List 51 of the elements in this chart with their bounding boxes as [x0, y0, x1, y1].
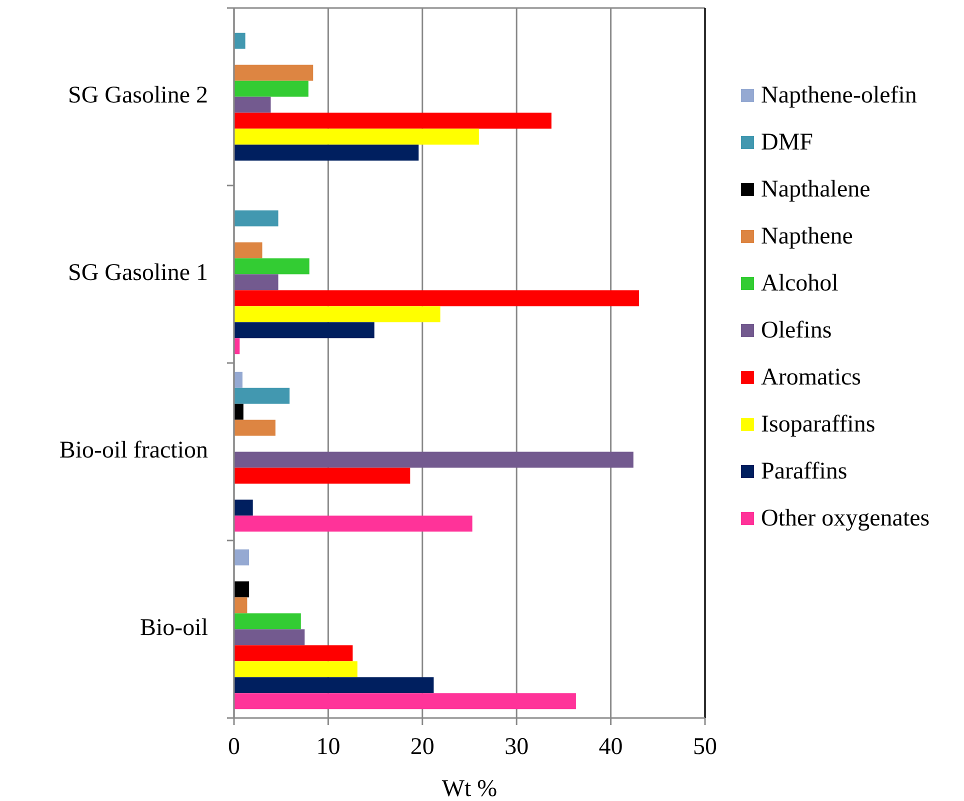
- bar: [234, 420, 276, 436]
- bar: [234, 597, 248, 614]
- bar: [234, 500, 253, 516]
- bar: [234, 516, 472, 532]
- bar: [234, 581, 250, 598]
- y-tick-label: Bio-oil: [140, 614, 208, 641]
- x-tick-label: 50: [693, 734, 717, 760]
- bar: [234, 258, 310, 274]
- bar: [234, 306, 440, 322]
- bar: [234, 274, 278, 290]
- x-tick-label: 30: [504, 734, 529, 760]
- legend-label: Napthene: [761, 224, 853, 250]
- bar: [234, 32, 246, 49]
- legend-label: Napthalene: [761, 176, 870, 203]
- bar: [234, 242, 262, 258]
- legend-label: DMF: [761, 130, 814, 156]
- bar: [234, 128, 479, 145]
- legend-label: Paraffins: [761, 458, 848, 485]
- legend-label: Alcohol: [761, 270, 839, 297]
- bar: [234, 677, 434, 694]
- bar: [234, 452, 634, 468]
- y-tick-label: SG Gasoline 1: [68, 260, 208, 286]
- legend-label: Aromatics: [761, 364, 861, 391]
- bar: [234, 468, 410, 484]
- x-tick-label: 20: [410, 734, 434, 760]
- bar: [234, 549, 250, 566]
- bar: [234, 144, 419, 161]
- y-tick-label: Bio-oil fraction: [59, 437, 208, 464]
- y-tick-label: SG Gasoline 2: [68, 82, 208, 108]
- bar: [234, 645, 353, 662]
- x-tick-label: 40: [598, 734, 623, 760]
- legend-label: Isoparaffins: [761, 412, 876, 438]
- bar: [234, 693, 576, 710]
- bar: [234, 64, 314, 81]
- bar: [234, 112, 552, 129]
- bar: [234, 613, 301, 630]
- bar: [234, 629, 305, 646]
- legend-label: Olefins: [761, 318, 832, 344]
- x-axis-title: Wt %: [442, 776, 498, 801]
- legend-label: Napthene-olefin: [761, 82, 917, 109]
- bar: [234, 290, 640, 306]
- bar: [234, 322, 374, 338]
- x-tick-label: 10: [316, 734, 340, 760]
- bar: [234, 210, 278, 226]
- bar: [234, 96, 271, 113]
- bar: [234, 404, 244, 420]
- x-tick-label: 0: [228, 734, 240, 760]
- bar: [234, 661, 358, 678]
- bar: [234, 388, 290, 404]
- legend-label: Other oxygenates: [761, 506, 930, 532]
- bar: [234, 80, 308, 97]
